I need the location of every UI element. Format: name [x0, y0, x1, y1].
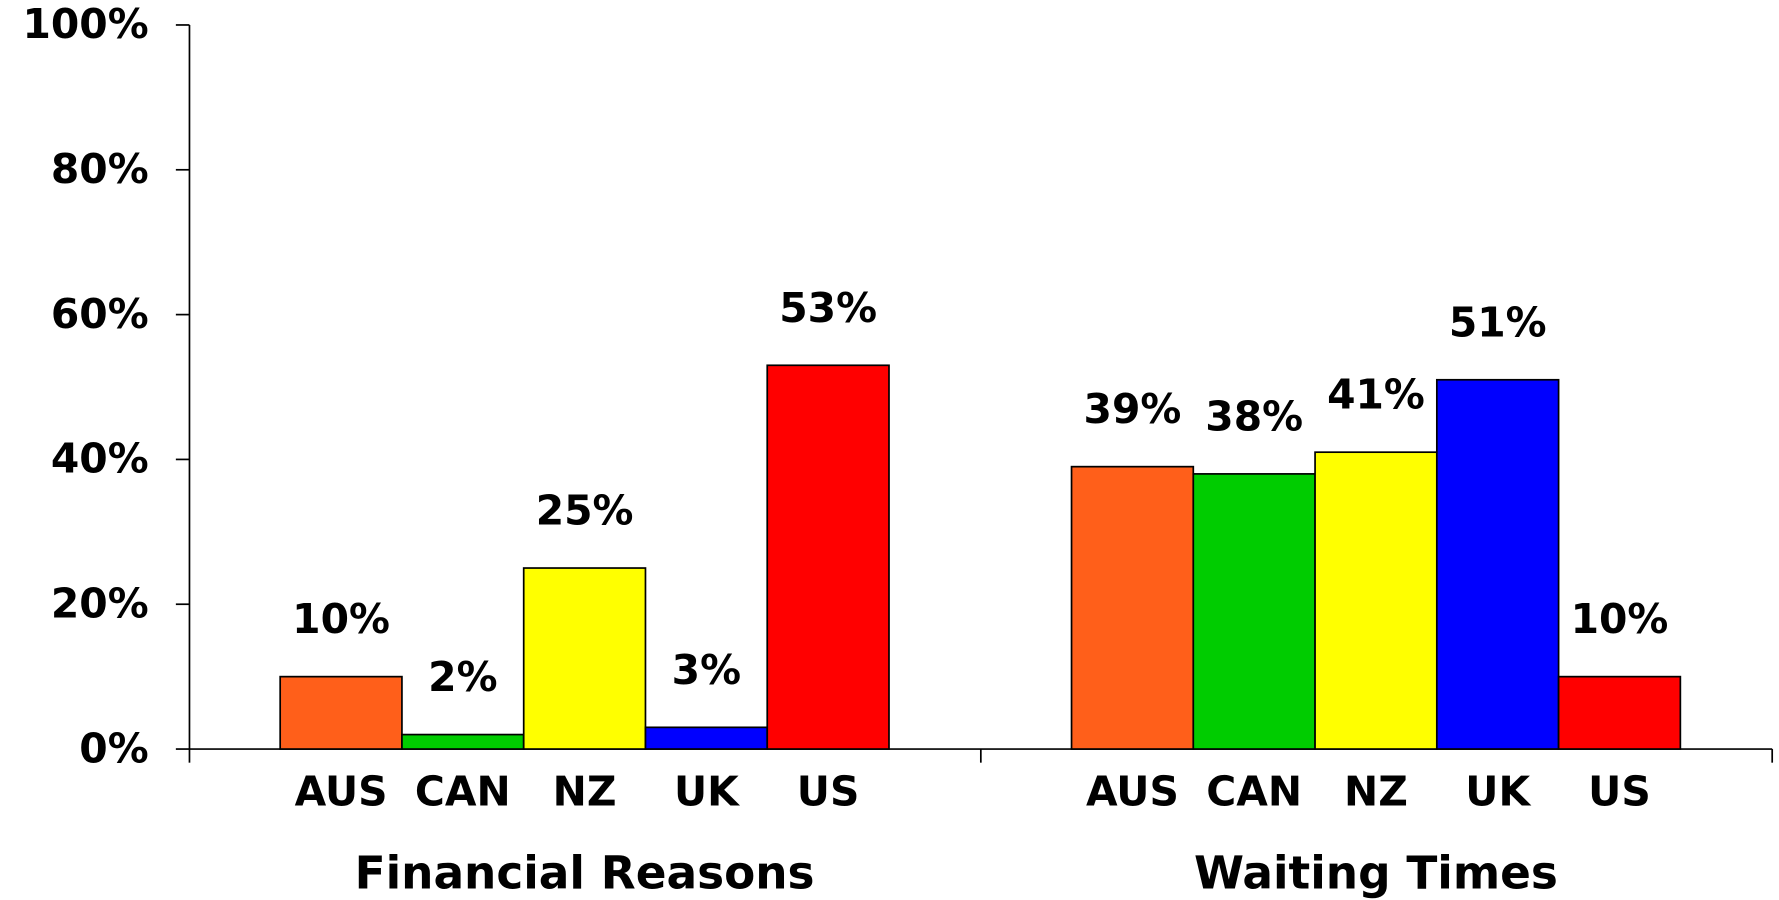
y-tick-label: 100% [22, 0, 148, 48]
x-tick-label: UK [1465, 767, 1531, 815]
value-label: 41% [1327, 371, 1425, 419]
value-label: 25% [536, 487, 634, 535]
bar [1435, 378, 1560, 750]
value-label: 10% [1571, 595, 1669, 643]
bar [766, 364, 890, 750]
value-label: 2% [428, 653, 497, 701]
y-tick-label: 40% [51, 435, 149, 483]
bar [401, 733, 525, 750]
x-tick-label: AUS [1086, 767, 1179, 815]
x-tick-label: NZ [553, 767, 617, 815]
x-tick-label: AUS [295, 767, 388, 815]
bar [644, 726, 769, 750]
x-tick-label: US [1588, 767, 1651, 815]
value-label: 39% [1084, 385, 1182, 433]
group-label: Financial Reasons [355, 847, 815, 900]
y-tick-label: 20% [51, 580, 149, 628]
bar [279, 675, 403, 750]
bar [1557, 675, 1682, 750]
bar [1070, 465, 1195, 750]
x-tick-label: CAN [1206, 767, 1302, 815]
y-tick-label: 80% [51, 145, 149, 193]
value-label: 51% [1449, 298, 1547, 346]
y-tick-label: 60% [51, 290, 149, 338]
x-tick-label: CAN [415, 767, 511, 815]
value-label: 10% [292, 595, 390, 643]
y-tick-label: 0% [79, 724, 148, 772]
bar [1314, 451, 1438, 750]
x-tick-label: NZ [1344, 767, 1408, 815]
value-label: 3% [672, 646, 741, 694]
group-label: Waiting Times [1194, 847, 1558, 900]
value-label: 38% [1205, 392, 1303, 440]
x-tick-label: UK [674, 767, 740, 815]
bar [522, 567, 647, 750]
x-tick-label: US [797, 767, 860, 815]
value-label: 53% [779, 284, 877, 332]
bar [1192, 473, 1316, 750]
